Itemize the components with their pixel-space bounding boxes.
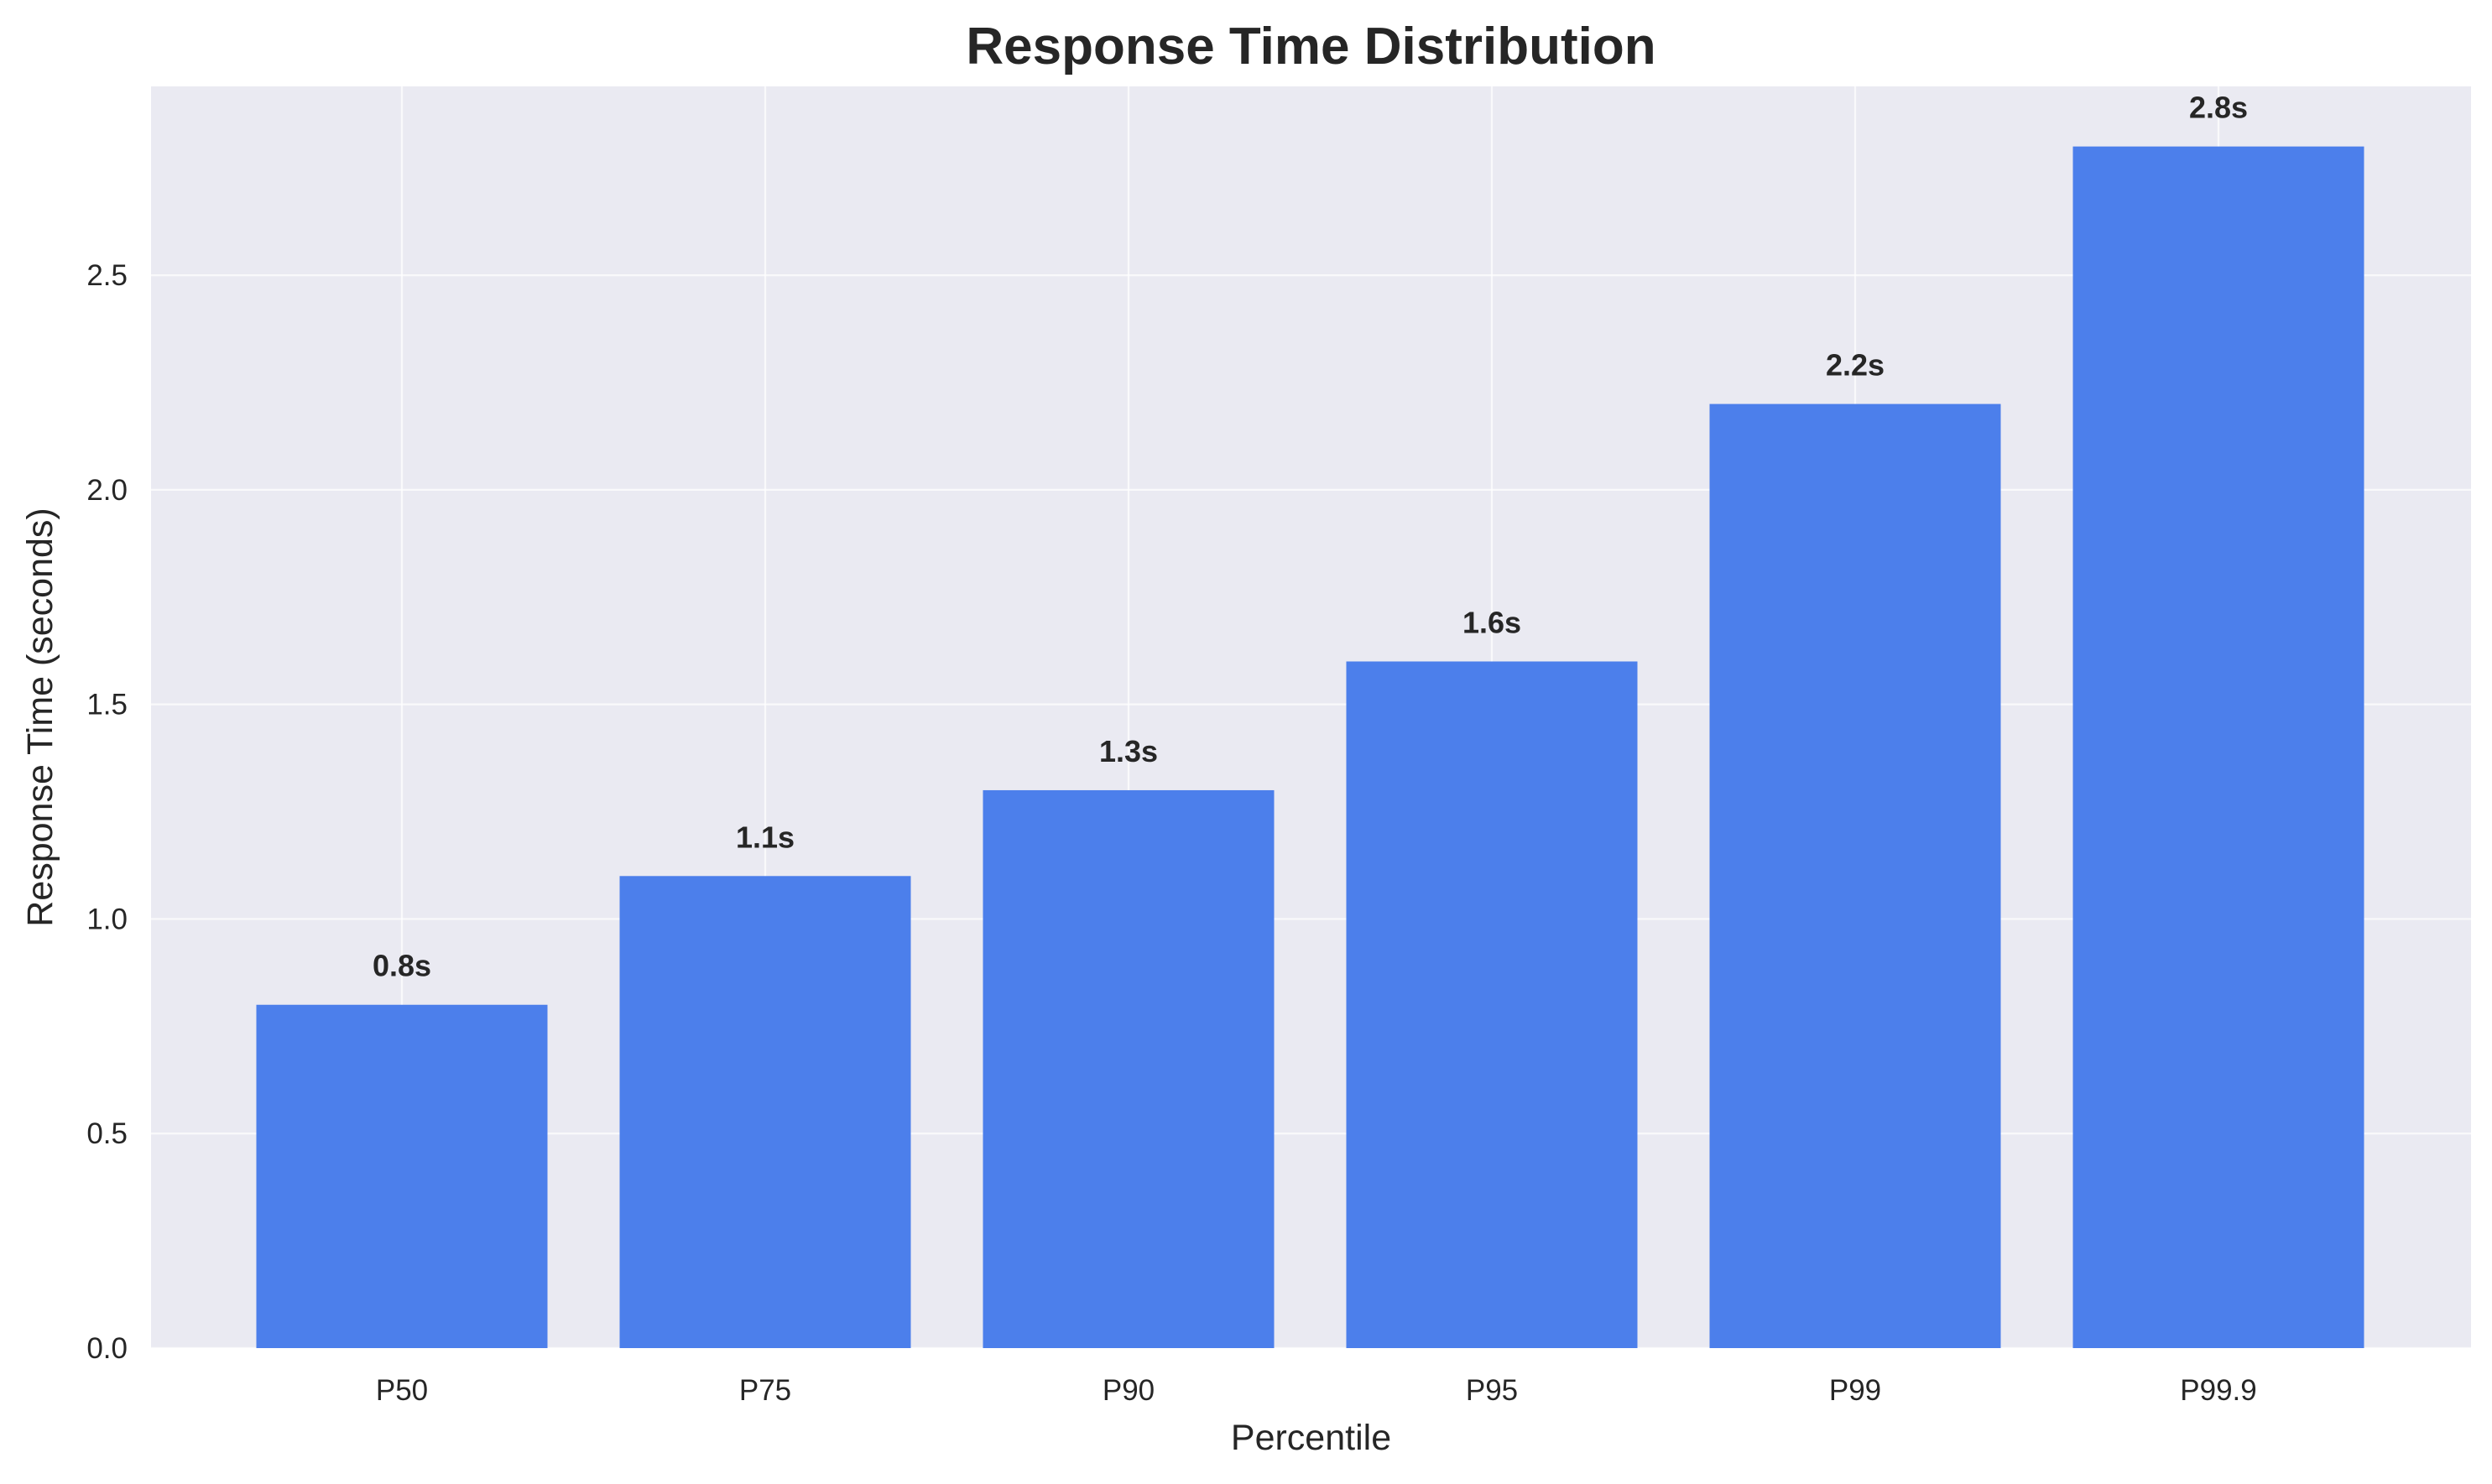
data-label: 0.8s [373, 949, 431, 983]
y-tick-label: 2.5 [86, 259, 128, 292]
bar-p99-9 [2072, 146, 2364, 1349]
data-label: 1.3s [1099, 734, 1158, 768]
y-tick-label: 0.0 [86, 1332, 128, 1365]
data-label: 1.6s [1462, 605, 1521, 639]
y-tick-label: 0.5 [86, 1117, 128, 1150]
x-axis-label: Percentile [1231, 1418, 1391, 1458]
y-tick-label: 2.0 [86, 474, 128, 507]
bar-p90 [983, 789, 1275, 1348]
y-tick-label: 1.0 [86, 903, 128, 935]
bar-p95 [1346, 661, 1638, 1348]
bar-p99 [1709, 404, 2001, 1348]
y-axis-label: Response Time (seconds) [20, 508, 60, 927]
x-tick-label: P99 [1829, 1374, 1881, 1407]
y-axis-ticks: 0.0 0.5 1.0 1.5 2.0 2.5 [86, 259, 128, 1365]
data-label: 2.2s [1826, 348, 1885, 383]
data-labels: 0.8s 1.1s 1.3s 1.6s 2.2s 2.8s [373, 91, 2248, 983]
x-tick-label: P95 [1466, 1374, 1518, 1407]
chart-title: Response Time Distribution [966, 18, 1655, 76]
x-tick-label: P75 [739, 1374, 791, 1407]
y-tick-label: 1.5 [86, 689, 128, 721]
data-label: 1.1s [736, 820, 795, 854]
x-tick-label: P50 [376, 1374, 428, 1407]
bar-p50 [256, 1004, 548, 1348]
bar-p75 [619, 876, 911, 1348]
bars [256, 146, 2364, 1349]
data-label: 2.8s [2189, 91, 2248, 125]
x-tick-label: P99.9 [2180, 1374, 2256, 1407]
x-axis-ticks: P50 P75 P90 P95 P99 P99.9 [376, 1374, 2257, 1407]
x-tick-label: P90 [1103, 1374, 1155, 1407]
